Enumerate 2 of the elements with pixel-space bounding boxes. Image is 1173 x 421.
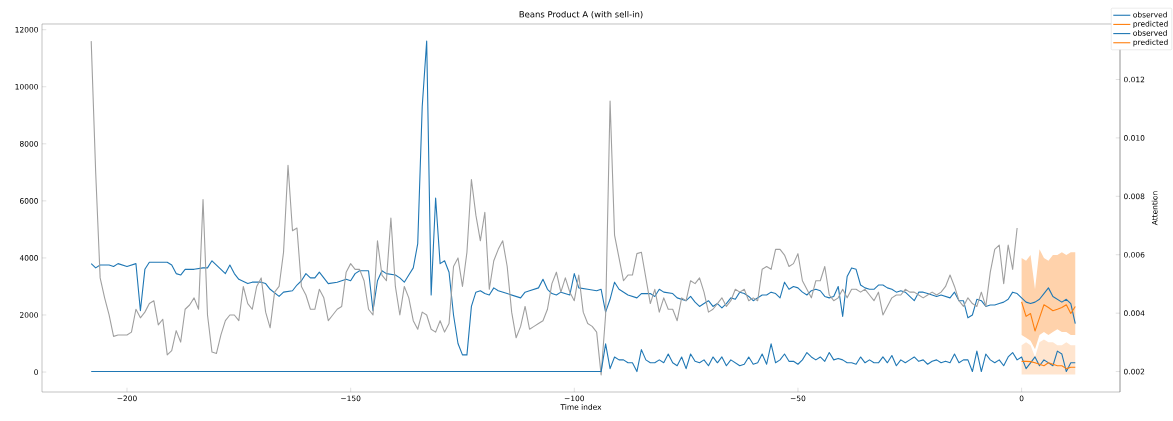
chart-title: Beans Product A (with sell-in) — [519, 10, 643, 19]
line-series — [1021, 301, 1076, 332]
